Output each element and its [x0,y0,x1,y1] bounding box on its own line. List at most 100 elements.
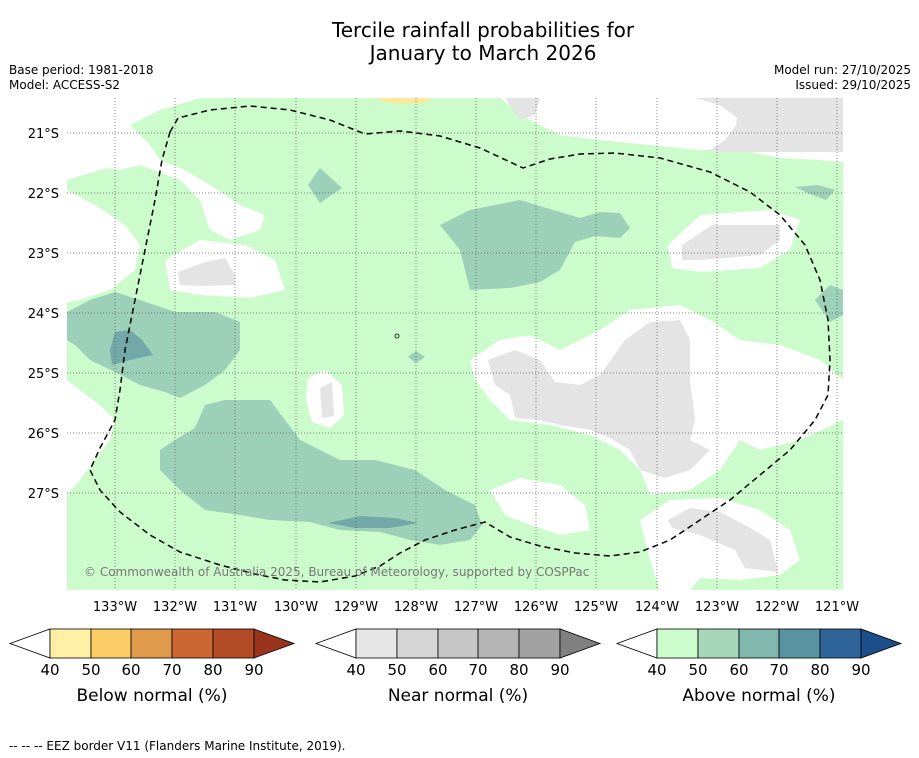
lat-label: 22°S [28,187,59,202]
lon-label: 129°W [334,600,378,615]
lon-label: 126°W [514,600,558,615]
colorbar-near-swatch [518,628,561,659]
lat-label: 27°S [28,487,59,502]
lat-label: 23°S [28,247,59,262]
copyright-notice: © Commonwealth of Australia 2025, Bureau… [84,565,590,579]
colorbar-below-arrow-left [8,628,51,659]
cbar-below-tick: 50 [81,661,101,679]
cbar-near-tick: 60 [428,661,448,679]
lat-axis-labels: 21°S 22°S 23°S 24°S 25°S 26°S 27°S [28,127,59,502]
title-line-2: January to March 2026 [369,41,597,65]
cbar-above-tick: 50 [688,661,708,679]
cbar-above-tick: 60 [729,661,749,679]
region-above-50-east-edge [815,285,843,322]
cbar-near-tick: 90 [550,661,570,679]
cbar-below-tick: 70 [162,661,182,679]
cbar-below-tick: 80 [203,661,223,679]
colorbar-below-swatch [212,628,255,659]
eez-border [89,105,831,583]
colorbar-below-swatch [49,628,92,659]
region-near-normal-center [320,382,334,418]
region-neutral-south-1 [490,478,590,535]
lon-label: 125°W [574,600,618,615]
region-neutral-topleft-2 [67,98,145,180]
colorbar-below-swatch [90,628,132,659]
lon-label: 122°W [755,600,799,615]
colorbar-above-arrow-left [615,628,658,659]
colorbar-near-swatch [396,628,439,659]
cbar-below-tick: 90 [244,661,264,679]
issued-date: Issued: 29/10/2025 [795,78,911,92]
colorbar-near-swatch [355,628,398,659]
colorbars [8,628,903,659]
eez-legend-note: -- -- -- EEZ border V11 (Flanders Marine… [9,739,346,753]
region-above-50-west [67,292,240,398]
cbar-above-tick: 80 [810,661,830,679]
region-near-normal-large [488,320,710,478]
lat-label: 25°S [28,367,59,382]
colorbar-above-swatch [656,628,699,659]
colorbar-below-arrow-right [253,628,296,659]
region-above-60-south [328,516,418,528]
colorbar-above-swatch [697,628,740,659]
colorbar-above-normal [615,628,903,659]
colorbar-below-label: Below normal (%) [76,686,228,706]
cbar-near-tick: 70 [468,661,488,679]
colorbar-above-label: Above normal (%) [682,686,836,706]
region-above-60-west [110,330,153,365]
region-below-normal-top [375,98,432,104]
lat-label: 21°S [28,127,59,142]
region-above-50-center [440,200,630,290]
meta-right: Model run: 27/10/2025 Issued: 29/10/2025 [774,63,911,93]
region-near-normal-east-box [682,225,780,260]
lon-label: 130°W [274,600,318,615]
region-neutral-left-lower [67,380,115,495]
region-near-normal-south [668,508,778,572]
lon-label: 132°W [153,600,197,615]
region-above-50-small-north [308,168,342,203]
cbar-below-tick: 60 [121,661,141,679]
gridlines [67,98,843,590]
colorbar-above-swatch [778,628,821,659]
region-near-normal-top-right [700,98,843,152]
cbar-above-tick: 40 [647,661,667,679]
region-near-normal-mid-left [178,258,235,286]
base-period: Base period: 1981-2018 [9,63,154,77]
lon-label: 123°W [695,600,739,615]
colorbar-near-arrow-right [559,628,602,659]
lon-label: 121°W [815,600,859,615]
colorbar-below-swatch [171,628,214,659]
region-above-50-southwest [160,400,482,545]
colorbar-near-swatch [477,628,520,659]
model-run: Model run: 27/10/2025 [773,63,911,77]
colorbar-near-normal [314,628,602,659]
island-marker [394,333,400,339]
colorbar-above-arrow-right [860,628,903,659]
region-neutral-left-edge [67,190,140,302]
cbar-near-tick: 80 [509,661,529,679]
map-area: 133°W 132°W 131°W 130°W 129°W 128°W 127°… [28,98,859,615]
colorbar-near-arrow-left [314,628,357,659]
map-title: Tercile rainfall probabilities for Janua… [0,19,919,65]
region-above-50-east-small [795,185,835,200]
lon-label: 127°W [454,600,498,615]
cbar-near-tick: 40 [346,661,366,679]
lat-label: 24°S [28,307,59,322]
colorbar-near-swatch [437,628,479,659]
cbar-below-tick: 40 [40,661,60,679]
lat-label: 26°S [28,427,59,442]
model-name: Model: ACCESS-S2 [9,78,121,92]
colorbar-below-normal [8,628,296,659]
colorbar-above-swatch [819,628,862,659]
colorbar-near-label: Near normal (%) [387,686,529,706]
lon-label: 124°W [635,600,679,615]
colorbar-above-swatch [738,628,780,659]
lon-label: 133°W [93,600,137,615]
cbar-above-tick: 90 [851,661,871,679]
colorbar-below-swatch [130,628,173,659]
lon-axis-labels: 133°W 132°W 131°W 130°W 129°W 128°W 127°… [93,600,859,615]
cbar-near-tick: 50 [387,661,407,679]
lon-label: 128°W [394,600,438,615]
cbar-above-tick: 70 [769,661,789,679]
title-line-1: Tercile rainfall probabilities for [331,18,635,42]
